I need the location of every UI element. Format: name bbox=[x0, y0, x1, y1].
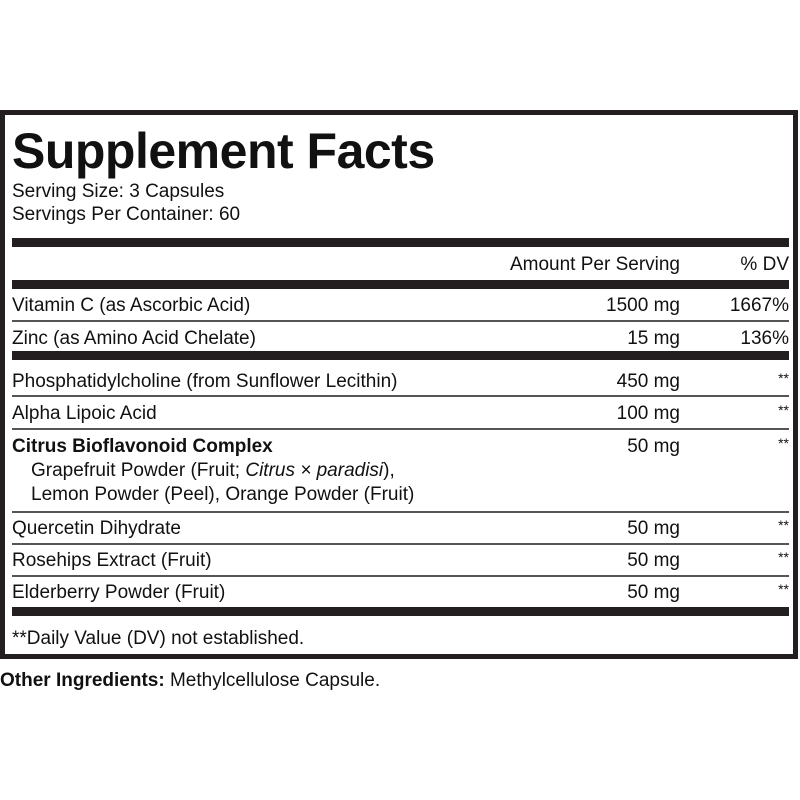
panel-title: Supplement Facts bbox=[12, 123, 435, 179]
serving-size: Serving Size: 3 Capsules bbox=[12, 181, 225, 202]
nutrient-row: Zinc (as Amino Acid Chelate) 15 mg 136% bbox=[12, 328, 789, 349]
divider-thin bbox=[12, 395, 789, 397]
divider-thin bbox=[12, 511, 789, 513]
ingredient-row: Elderberry Powder (Fruit) 50 mg ** bbox=[12, 581, 789, 603]
divider-thick bbox=[12, 351, 789, 360]
footnote: **Daily Value (DV) not established. bbox=[12, 628, 305, 649]
amount-header: Amount Per Serving bbox=[509, 254, 680, 275]
ingredient-row: Phosphatidylcholine (from Sunflower Leci… bbox=[12, 370, 789, 392]
divider-thick bbox=[12, 238, 789, 247]
servings-per-container: Servings Per Container: 60 bbox=[12, 204, 241, 225]
divider-thick bbox=[12, 607, 789, 616]
dv-header: % DV bbox=[740, 254, 789, 275]
divider-thin bbox=[12, 543, 789, 545]
divider-thin bbox=[12, 575, 789, 577]
ingredient-row: Alpha Lipoic Acid 100 mg ** bbox=[12, 402, 789, 424]
divider-thick bbox=[12, 280, 789, 289]
ingredient-row-blend: Citrus Bioflavonoid Complex 50 mg ** bbox=[12, 435, 789, 457]
ingredient-row: Quercetin Dihydrate 50 mg ** bbox=[12, 517, 789, 539]
ingredient-row: Rosehips Extract (Fruit) 50 mg ** bbox=[12, 549, 789, 571]
other-ingredients: Other Ingredients: Methylcellulose Capsu… bbox=[0, 670, 381, 691]
column-header: Amount Per Serving % DV bbox=[12, 254, 789, 276]
divider-thin bbox=[12, 320, 789, 322]
divider-thin bbox=[12, 428, 789, 430]
blend-components-line-2: Lemon Powder (Peel), Orange Powder (Frui… bbox=[31, 484, 415, 505]
blend-components-line-1: Grapefruit Powder (Fruit; Citrus × parad… bbox=[31, 460, 395, 481]
nutrient-row: Vitamin C (as Ascorbic Acid) 1500 mg 166… bbox=[12, 295, 789, 316]
supplement-facts-panel: Supplement Facts Serving Size: 3 Capsule… bbox=[0, 110, 798, 659]
